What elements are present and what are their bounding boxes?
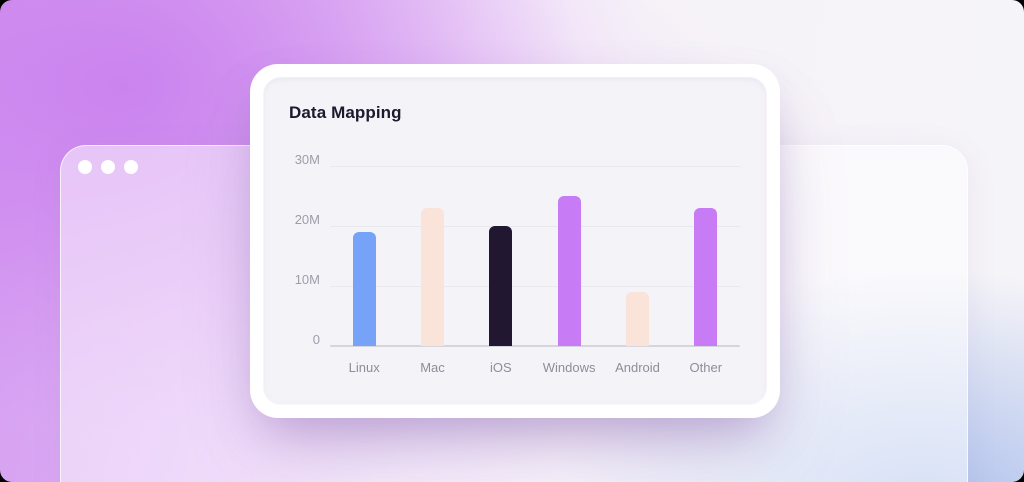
y-tick-0: 0 bbox=[312, 332, 320, 347]
y-tick-30m: 30M bbox=[294, 152, 320, 167]
x-label-linux: Linux bbox=[348, 360, 380, 375]
y-tick-20m: 20M bbox=[294, 212, 320, 227]
bar-mac bbox=[420, 208, 444, 346]
window-controls bbox=[78, 160, 138, 174]
bar-slot bbox=[467, 166, 535, 346]
bar-slot bbox=[535, 166, 603, 346]
bars-row bbox=[330, 166, 740, 346]
x-label-mac: Mac bbox=[420, 360, 445, 375]
bar-other bbox=[694, 208, 718, 346]
window-dot-icon bbox=[124, 160, 138, 174]
bar-android bbox=[625, 292, 649, 346]
bar-slot bbox=[672, 166, 740, 346]
gridline-30m bbox=[330, 166, 740, 167]
bar-windows bbox=[557, 196, 581, 346]
gridline-10m bbox=[330, 286, 740, 287]
x-axis-baseline bbox=[330, 345, 740, 347]
x-label-android: Android bbox=[615, 360, 660, 375]
bar-slot bbox=[330, 166, 398, 346]
chart-card: Data Mapping 30M 20M 10M 0 Linux Mac iOS Wi… bbox=[250, 64, 780, 418]
bar-ios bbox=[489, 226, 513, 346]
bar-slot bbox=[398, 166, 466, 346]
x-label-windows: Windows bbox=[542, 360, 596, 375]
plot-area bbox=[330, 166, 740, 347]
chart-title: Data Mapping bbox=[289, 103, 402, 122]
window-dot-icon bbox=[78, 160, 92, 174]
x-label-other: Other bbox=[689, 360, 723, 375]
window-dot-icon bbox=[101, 160, 115, 174]
bar-slot bbox=[603, 166, 671, 346]
x-labels-row: Linux Mac iOS Windows Android Other bbox=[330, 360, 740, 375]
bar-linux bbox=[352, 232, 376, 346]
gridline-20m bbox=[330, 225, 740, 227]
y-tick-10m: 10M bbox=[294, 272, 320, 287]
x-label-ios: iOS bbox=[489, 360, 512, 375]
chart-panel: Data Mapping 30M 20M 10M 0 Linux Mac iOS Wi… bbox=[263, 77, 767, 405]
